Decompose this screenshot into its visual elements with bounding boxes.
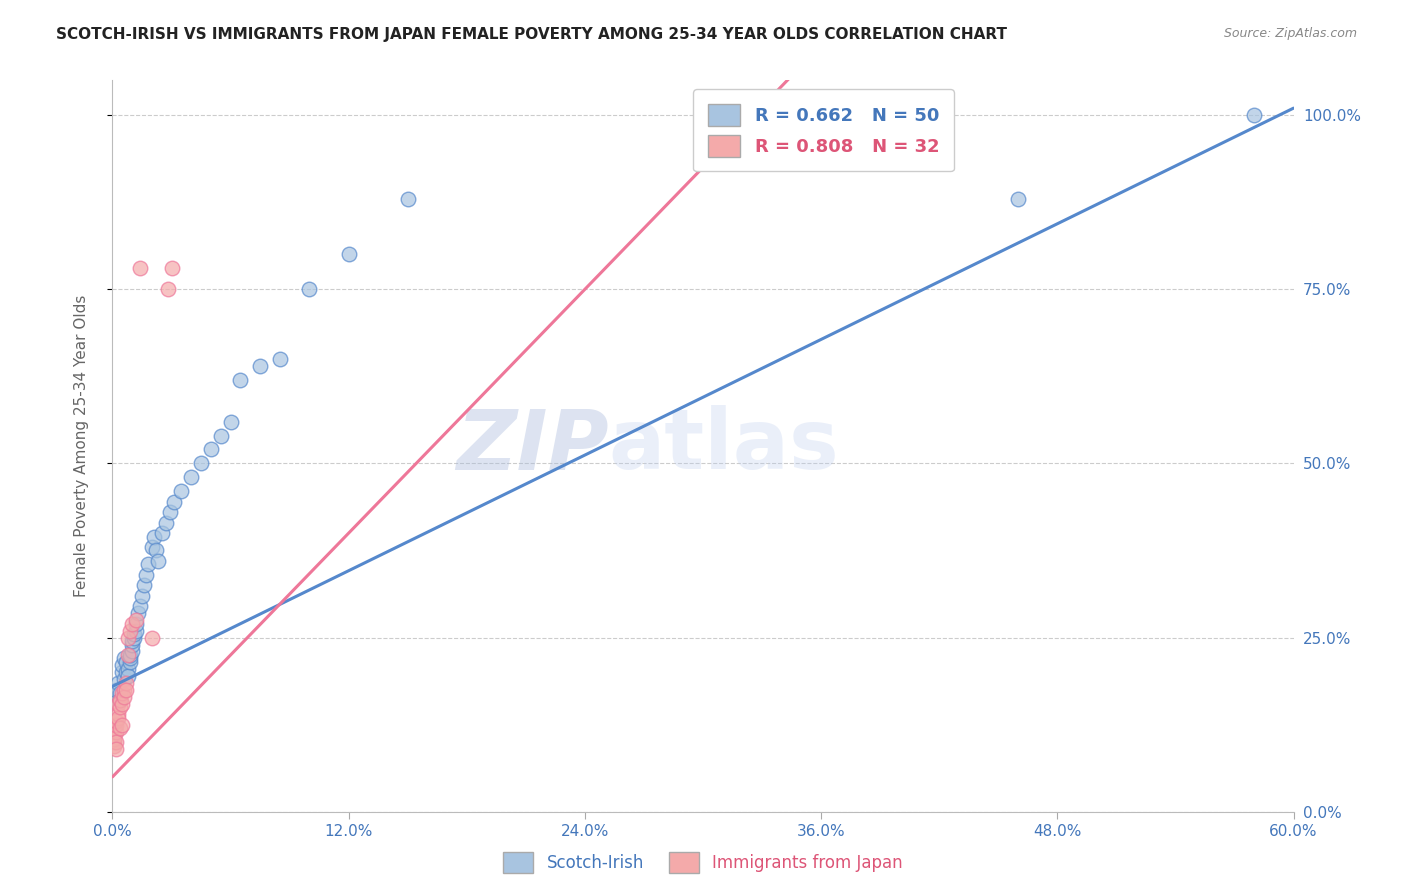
Point	[107, 711, 129, 725]
Text: Source: ZipAtlas.com: Source: ZipAtlas.com	[1223, 27, 1357, 40]
Point	[132, 578, 155, 592]
Point	[131, 589, 153, 603]
Point	[110, 686, 132, 700]
Point	[111, 686, 134, 700]
Point	[129, 599, 152, 614]
Point	[117, 662, 139, 676]
Point	[249, 359, 271, 373]
Point	[110, 700, 132, 714]
Point	[121, 644, 143, 658]
Point	[120, 655, 142, 669]
Point	[105, 717, 128, 731]
Point	[103, 731, 125, 746]
Point	[120, 624, 142, 638]
Point	[103, 728, 125, 742]
Point	[111, 665, 134, 680]
Point	[120, 651, 142, 665]
Point	[111, 697, 134, 711]
Point	[105, 735, 128, 749]
Point	[103, 739, 125, 753]
Point	[180, 470, 202, 484]
Point	[110, 693, 132, 707]
Point	[115, 676, 138, 690]
Point	[105, 742, 128, 756]
Point	[170, 484, 193, 499]
Point	[190, 457, 212, 471]
Point	[112, 673, 135, 687]
Point	[129, 261, 152, 276]
Point	[111, 658, 134, 673]
Point	[121, 638, 143, 652]
Legend: Scotch-Irish, Immigrants from Japan: Scotch-Irish, Immigrants from Japan	[496, 846, 910, 880]
Point	[269, 351, 291, 366]
Point	[162, 494, 184, 508]
Point	[112, 690, 135, 704]
Point	[159, 505, 181, 519]
Point	[209, 428, 232, 442]
Point	[117, 648, 139, 662]
Point	[115, 682, 138, 697]
Point	[115, 665, 138, 680]
Point	[337, 247, 360, 261]
Point	[125, 624, 148, 638]
Text: ZIP: ZIP	[456, 406, 609, 486]
Point	[107, 697, 129, 711]
Point	[117, 669, 139, 683]
Point	[150, 526, 173, 541]
Point	[396, 192, 419, 206]
Point	[110, 693, 132, 707]
Point	[121, 616, 143, 631]
Point	[120, 648, 142, 662]
Point	[200, 442, 222, 457]
Point	[155, 516, 177, 530]
Point	[105, 714, 128, 728]
Y-axis label: Female Poverty Among 25-34 Year Olds: Female Poverty Among 25-34 Year Olds	[75, 295, 89, 597]
Point	[107, 707, 129, 722]
Point	[105, 682, 128, 697]
Point	[112, 682, 135, 697]
Point	[142, 530, 165, 544]
Point	[125, 616, 148, 631]
Point	[122, 627, 145, 641]
Point	[141, 631, 163, 645]
Point	[103, 735, 125, 749]
Point	[115, 655, 138, 669]
Point	[112, 651, 135, 665]
Point	[160, 261, 183, 276]
Point	[125, 613, 148, 627]
Point	[1007, 192, 1029, 206]
Point	[105, 724, 128, 739]
Point	[145, 543, 167, 558]
Text: atlas: atlas	[609, 406, 839, 486]
Point	[110, 721, 132, 735]
Point	[1243, 108, 1265, 122]
Point	[146, 554, 169, 568]
Legend: R = 0.662   N = 50, R = 0.808   N = 32: R = 0.662 N = 50, R = 0.808 N = 32	[693, 89, 953, 171]
Point	[107, 676, 129, 690]
Text: SCOTCH-IRISH VS IMMIGRANTS FROM JAPAN FEMALE POVERTY AMONG 25-34 YEAR OLDS CORRE: SCOTCH-IRISH VS IMMIGRANTS FROM JAPAN FE…	[56, 27, 1007, 42]
Point	[121, 634, 143, 648]
Point	[127, 606, 149, 620]
Point	[117, 631, 139, 645]
Point	[122, 631, 145, 645]
Point	[136, 558, 159, 572]
Point	[103, 721, 125, 735]
Point	[141, 540, 163, 554]
Point	[111, 717, 134, 731]
Point	[156, 282, 179, 296]
Point	[135, 567, 157, 582]
Point	[219, 415, 242, 429]
Point	[298, 282, 321, 296]
Point	[229, 373, 252, 387]
